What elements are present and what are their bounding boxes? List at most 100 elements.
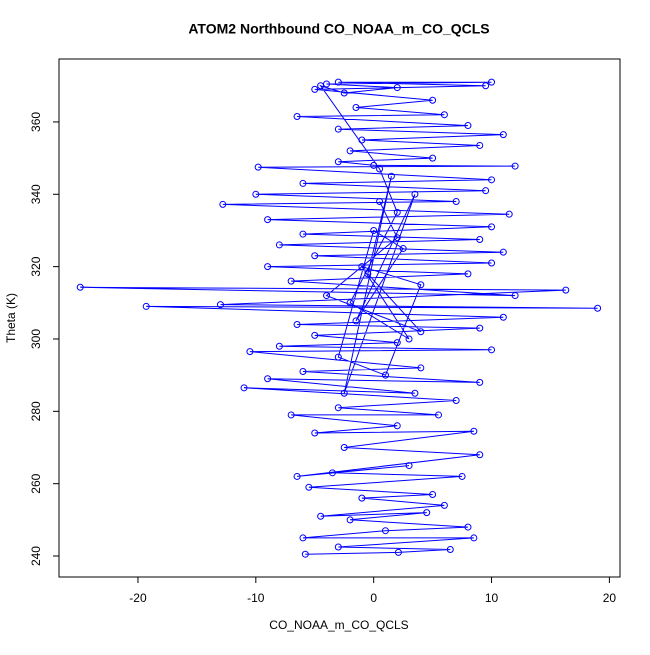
data-point: [275, 241, 283, 249]
data-point: [393, 84, 401, 92]
data-point: [252, 190, 260, 198]
y-axis-label: Theta (K): [4, 293, 18, 343]
data-point: [376, 165, 384, 173]
data-point: [393, 339, 401, 347]
data-point: [299, 368, 307, 376]
data-point: [464, 122, 472, 130]
data-point: [340, 389, 348, 397]
data-point: [470, 427, 478, 435]
x-tick-label: -20: [129, 591, 147, 605]
data-point: [340, 444, 348, 451]
data-point: [393, 422, 401, 430]
data-point: [488, 259, 496, 267]
data-point: [476, 141, 484, 149]
data-point: [340, 89, 348, 97]
data-point: [311, 331, 319, 339]
data-point: [394, 548, 402, 556]
data-point: [264, 216, 272, 224]
data-point: [488, 78, 496, 86]
data-point: [216, 301, 224, 309]
data-point: [358, 494, 366, 502]
data-point: [562, 286, 570, 294]
data-point: [299, 534, 307, 542]
chart-title: ATOM2 Northbound CO_NOAA_m_CO_QCLS: [188, 21, 489, 37]
data-point: [381, 527, 389, 535]
data-point: [458, 472, 466, 480]
data-point: [142, 302, 150, 310]
data-point: [435, 411, 442, 419]
x-axis-label: CO_NOAA_m_CO_QCLS: [269, 618, 408, 632]
data-point: [376, 198, 384, 206]
data-point: [440, 111, 448, 119]
data-point: [464, 270, 472, 278]
data-point: [399, 245, 407, 253]
data-point: [499, 248, 507, 256]
data-point: [358, 263, 366, 271]
data-point: [511, 292, 519, 300]
data-point: [499, 313, 507, 321]
y-tick-label: 340: [29, 184, 43, 204]
data-point: [299, 179, 307, 187]
data-point: [317, 82, 325, 90]
data-point: [594, 304, 602, 312]
data-point: [76, 283, 84, 291]
data-point: [346, 516, 354, 524]
data-point: [334, 404, 342, 412]
y-tick-label: 300: [29, 329, 43, 349]
data-point: [293, 472, 301, 480]
data-point: [499, 131, 507, 139]
data-point: [317, 512, 325, 520]
data-point: [440, 501, 448, 509]
data-point: [264, 375, 272, 383]
data-point: [476, 378, 484, 386]
data-point: [446, 546, 454, 554]
data-point: [488, 346, 496, 354]
data-point: [405, 462, 413, 470]
x-tick-label: 20: [603, 591, 617, 605]
data-point: [293, 321, 301, 329]
data-point: [299, 230, 307, 238]
data-point: [411, 190, 419, 198]
data-point: [311, 85, 319, 93]
data-point: [387, 172, 395, 180]
data-point: [417, 328, 425, 336]
data-point: [488, 176, 496, 184]
data-point: [334, 78, 342, 86]
data-point: [275, 342, 283, 350]
data-point: [219, 200, 227, 208]
data-point: [301, 550, 309, 558]
x-tick-label: 0: [370, 591, 377, 605]
x-tick-label: 10: [485, 591, 499, 605]
y-tick-label: 360: [29, 112, 43, 132]
y-tick-label: 260: [29, 473, 43, 493]
data-point: [405, 335, 413, 343]
data-point: [482, 187, 490, 195]
data-point: [505, 210, 513, 218]
data-point: [476, 236, 484, 244]
data-point: [452, 198, 460, 206]
data-point: [240, 384, 248, 392]
data-point: [311, 429, 319, 437]
data-point: [334, 543, 342, 551]
data-point: [370, 226, 378, 234]
data-point: [417, 281, 425, 289]
data-point: [370, 161, 378, 169]
data-point: [352, 317, 360, 325]
data-point: [358, 136, 366, 144]
data-point: [334, 158, 342, 166]
plot-frame: [58, 58, 621, 578]
data-point: [323, 292, 331, 300]
data-point: [287, 411, 295, 419]
y-tick-label: 240: [29, 546, 43, 566]
data-point: [352, 103, 360, 111]
data-point: [393, 208, 401, 216]
data-point: [452, 396, 460, 404]
data-point: [470, 534, 478, 542]
data-point: [346, 147, 354, 155]
data-point: [293, 113, 301, 121]
data-point: [346, 299, 354, 307]
data-point: [254, 163, 262, 171]
data-point: [287, 277, 295, 285]
data-point: [364, 270, 372, 278]
